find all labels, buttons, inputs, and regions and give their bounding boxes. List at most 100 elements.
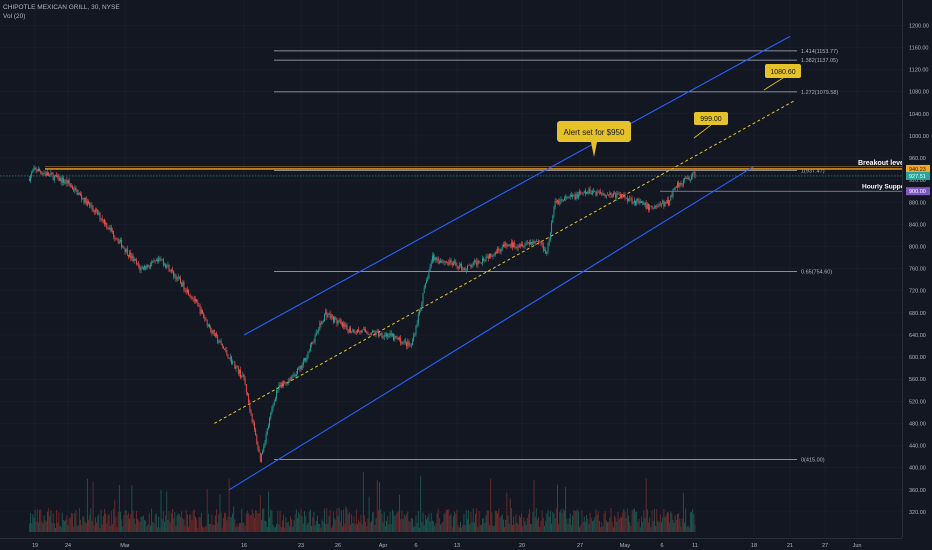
candle-body-463 [564, 198, 565, 201]
candle-body-174 [228, 358, 230, 360]
volume-bar-81 [121, 519, 123, 532]
candle-body-390 [479, 262, 481, 264]
volume-bar-70 [108, 514, 110, 532]
candle-body-66 [104, 219, 105, 225]
price-channel[interactable] [228, 35, 791, 491]
candle-body-72 [110, 227, 112, 231]
candle-body-340 [421, 303, 423, 309]
price-tick-2: 400.00 [909, 466, 926, 472]
candle-body-450 [548, 239, 550, 245]
volume-bar-66 [104, 508, 105, 532]
volume-bar-566 [684, 522, 685, 532]
candle-body-355 [438, 261, 440, 263]
channel-lower-line [228, 165, 755, 491]
volume-bar-291 [363, 515, 365, 532]
candle-body-222 [284, 381, 286, 383]
volume-bar-465 [566, 518, 568, 532]
candle-body-252 [319, 323, 321, 331]
volume-bar-364 [449, 515, 451, 532]
volume-bar-508 [616, 521, 618, 532]
candle-body-268 [337, 321, 339, 324]
volume-bar-5 [34, 509, 36, 532]
volume-bar-221 [283, 514, 285, 532]
candle-body-419 [513, 242, 515, 248]
fib-label-1: 1.382(1137.05) [801, 58, 838, 64]
candle-body-350 [433, 255, 435, 261]
volume-bar-480 [583, 516, 585, 532]
volume-bar-82 [122, 526, 124, 532]
candle-body-94 [136, 260, 137, 264]
volume-bar-310 [386, 520, 388, 532]
volume-bar-299 [373, 511, 375, 532]
volume-bar-60 [97, 516, 99, 532]
candle-body-529 [640, 201, 642, 203]
volume-bar-351 [434, 525, 436, 532]
volume-bar-466 [567, 523, 569, 532]
candle-body-157 [209, 324, 211, 328]
candle-body-10 [40, 170, 42, 173]
volume-bar-261 [329, 510, 331, 532]
candle-body-215 [276, 389, 278, 399]
candle-body-309 [384, 335, 386, 336]
volume-bar-230 [293, 520, 295, 532]
candle-body-334 [414, 334, 416, 336]
candle-body-547 [662, 200, 664, 204]
volume-bar-373 [459, 522, 461, 532]
volume-bar-388 [477, 526, 479, 532]
volume-bar-260 [328, 516, 330, 532]
candle-body-307 [382, 337, 384, 338]
candle-body-282 [353, 329, 355, 334]
volume-bar-427 [522, 525, 524, 532]
candle-body-146 [196, 299, 198, 302]
candle-body-249 [315, 331, 317, 336]
callouts[interactable]: Alert set for $950 999.00 1080.60 [557, 64, 801, 157]
candle-body-145 [195, 299, 196, 302]
volume-bar-327 [406, 513, 408, 532]
volume-bar-139 [188, 526, 189, 532]
candle-body-386 [475, 260, 477, 262]
candle-body-103 [146, 265, 148, 269]
candle-body-332 [412, 341, 413, 345]
candle-body-30 [62, 178, 64, 183]
volume-bar-325 [403, 514, 405, 532]
candle-body-402 [493, 254, 495, 256]
candle-body-312 [388, 336, 390, 338]
candle-body-141 [190, 296, 192, 297]
volume-bar-362 [447, 509, 449, 532]
volume-bar-185 [241, 508, 243, 532]
candle-body-400 [491, 256, 493, 258]
candle-body-471 [573, 195, 575, 196]
candle-body-499 [605, 195, 607, 197]
volume-bar-220 [281, 520, 283, 532]
volume-bar-494 [600, 527, 602, 532]
candle-body-50 [85, 197, 87, 206]
candle-body-337 [417, 314, 419, 324]
candle-body-177 [232, 361, 234, 364]
candle-body-565 [682, 180, 684, 185]
candle-body-113 [158, 258, 160, 262]
fib-label-3: 1(937.47) [801, 168, 825, 174]
candle-body-349 [431, 255, 433, 263]
candle-body-62 [99, 212, 101, 219]
candle-body-511 [619, 194, 621, 199]
price-tick-16: 960.00 [909, 156, 926, 162]
candle-body-525 [636, 198, 638, 205]
candle-body-265 [334, 317, 336, 323]
volume-bar-162 [214, 515, 216, 532]
candle-body-48 [83, 198, 85, 203]
volume-bar-201 [259, 494, 261, 532]
volume-bar-140 [189, 514, 191, 532]
candle-body-483 [587, 192, 589, 194]
volume-bar-406 [498, 508, 500, 532]
volume-bar-540 [653, 508, 655, 532]
projection-line[interactable] [214, 99, 797, 424]
price-axis[interactable]: 320.00 360.00 400.00 440.00 480.00 520.00 560.… [902, 0, 932, 550]
candle-body-388 [477, 260, 479, 266]
volume-bar-558 [674, 515, 676, 532]
time-axis[interactable]: 19 24 Mar 16 23 26 Apr 6 13 20 27 May 6 11 18 21 27 Jun [0, 538, 932, 550]
candle-body-235 [299, 366, 301, 369]
volume-bar-303 [377, 509, 379, 532]
volume-bar-371 [457, 525, 459, 532]
volume-bar-485 [589, 512, 591, 532]
